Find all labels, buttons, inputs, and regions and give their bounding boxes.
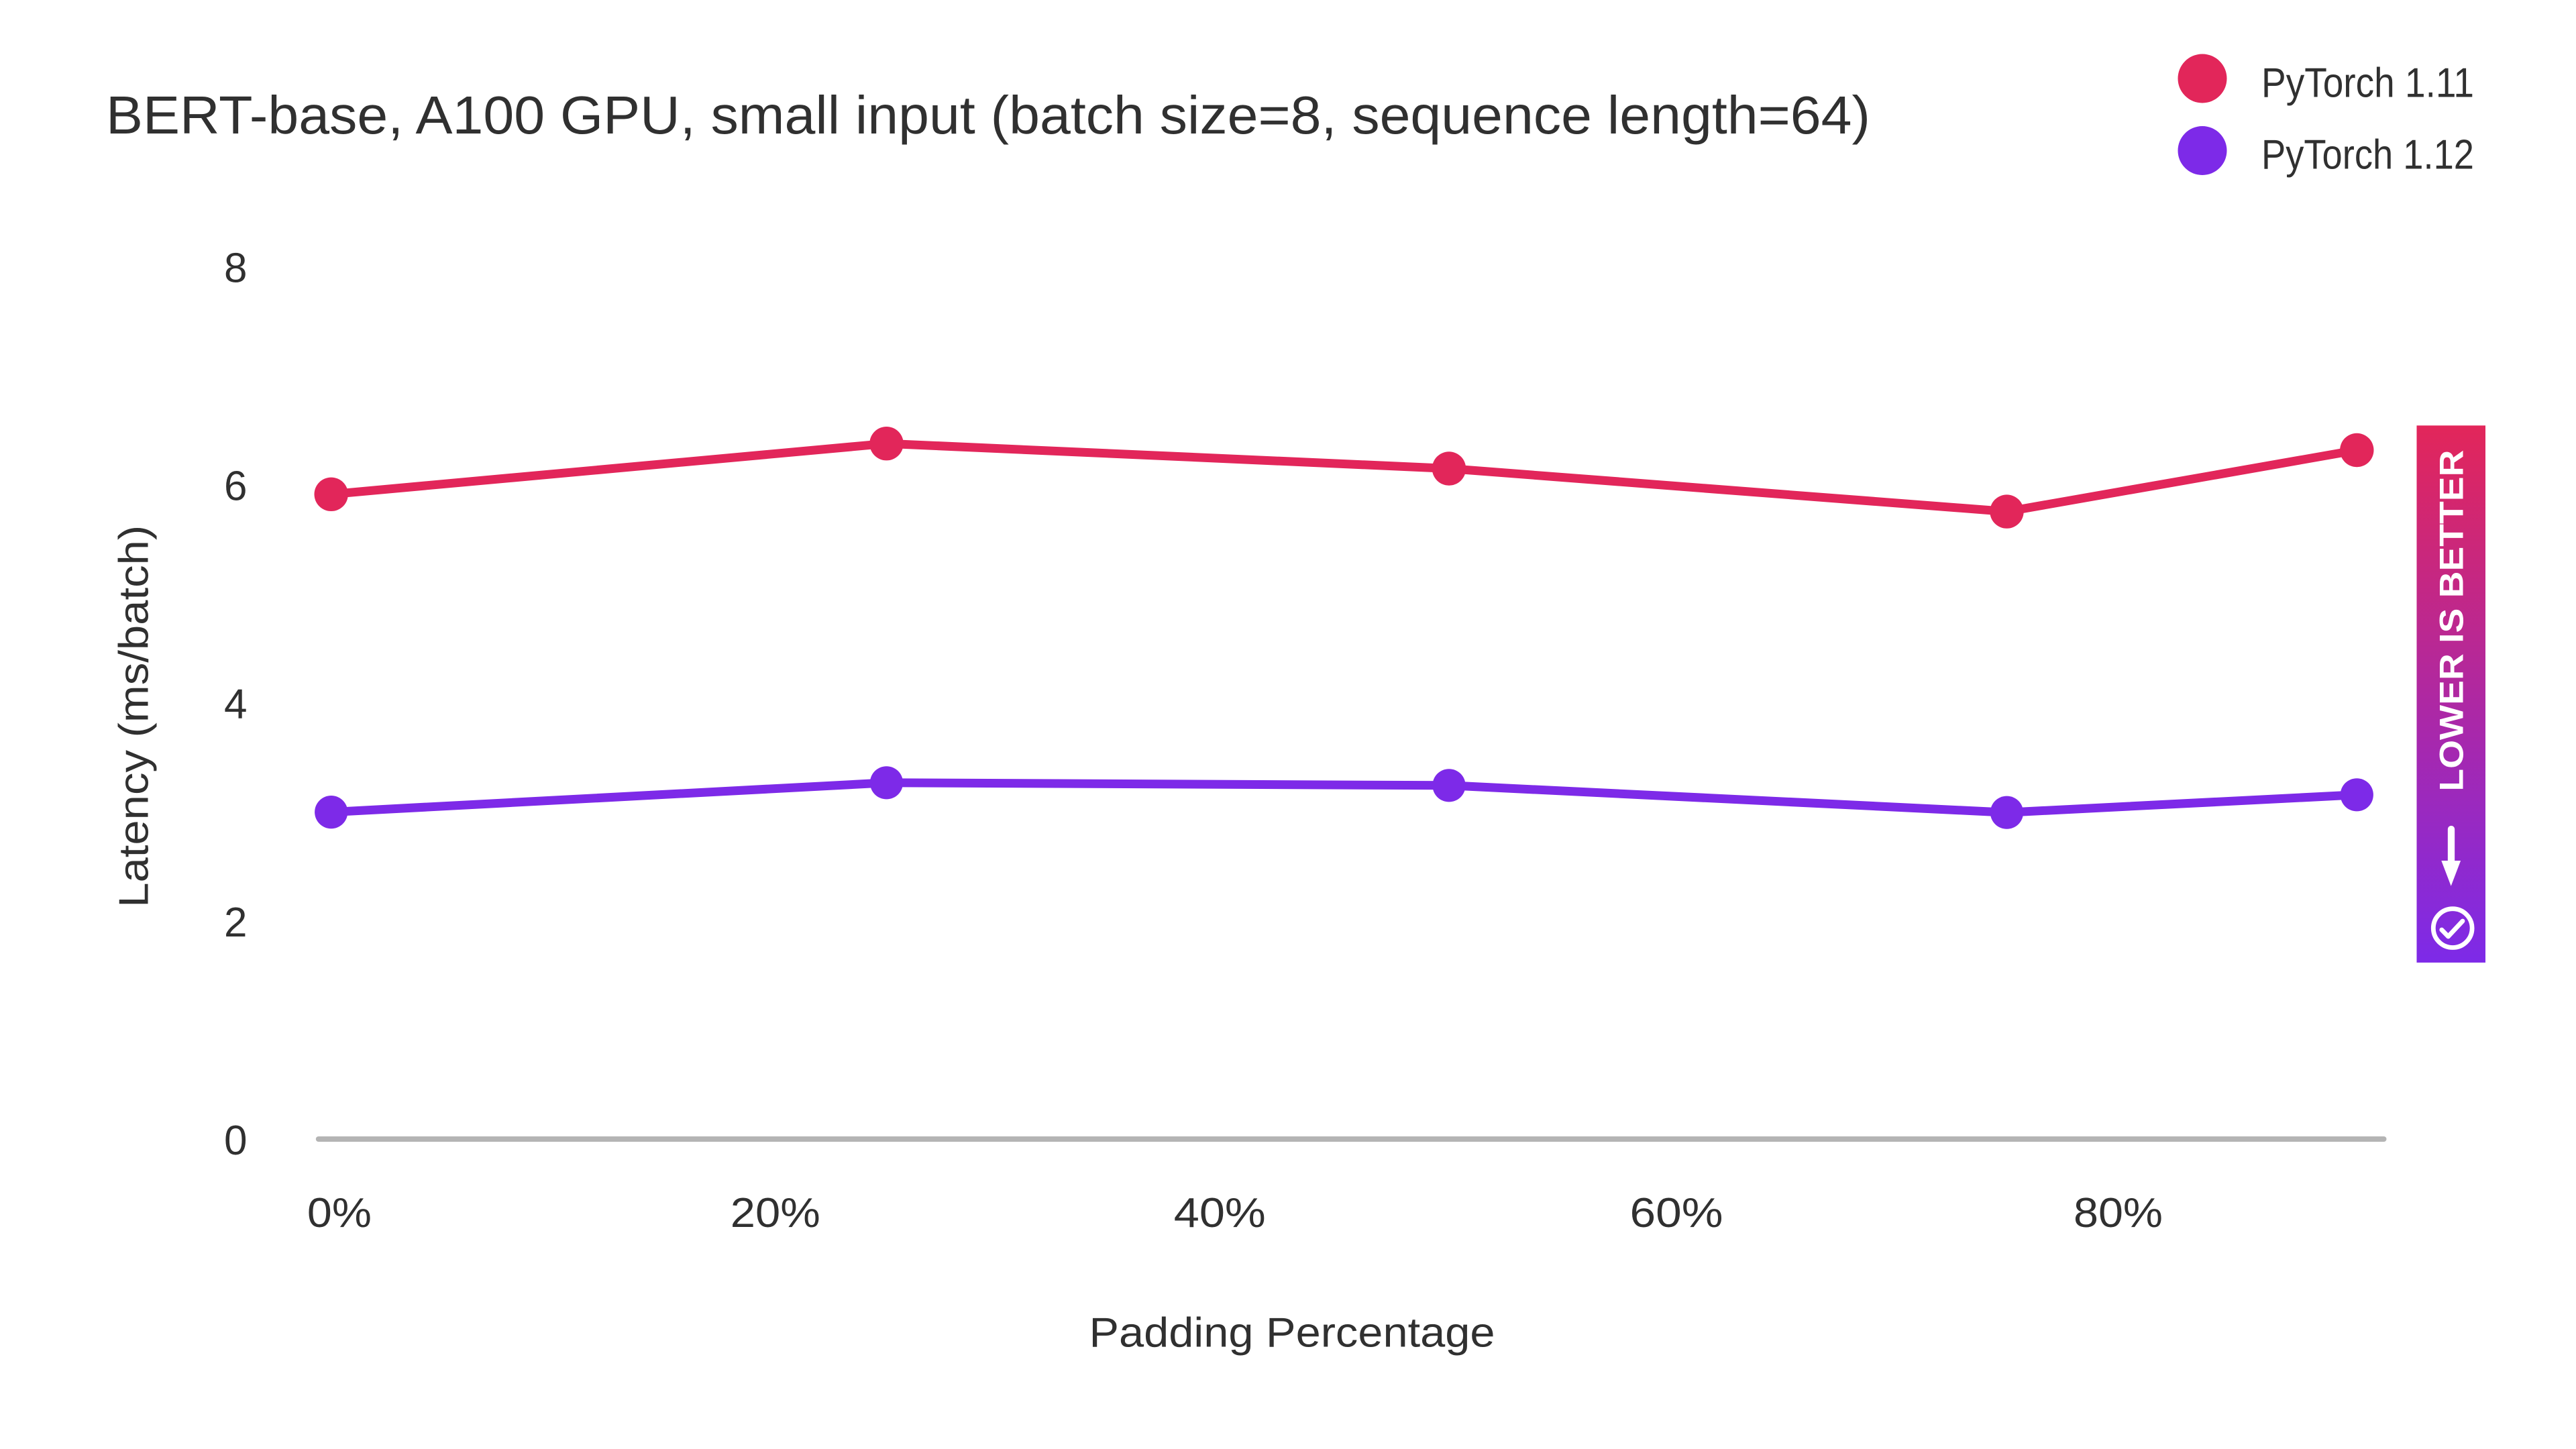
svg-text:Padding Percentage: Padding Percentage	[1089, 1310, 1495, 1356]
svg-text:LOWER IS BETTER: LOWER IS BETTER	[2432, 450, 2470, 792]
svg-text:20%: 20%	[731, 1190, 820, 1236]
svg-text:40%: 40%	[1174, 1190, 1266, 1236]
svg-text:BERT-base, A100 GPU, small inp: BERT-base, A100 GPU, small input (batch …	[106, 85, 1870, 145]
svg-text:0%: 0%	[307, 1190, 372, 1236]
svg-text:0: 0	[224, 1118, 247, 1164]
svg-text:60%: 60%	[1630, 1190, 1723, 1236]
svg-text:PyTorch 1.11: PyTorch 1.11	[2261, 60, 2474, 107]
svg-text:2: 2	[224, 900, 247, 946]
svg-text:8: 8	[224, 245, 247, 291]
svg-text:PyTorch 1.12: PyTorch 1.12	[2261, 132, 2474, 178]
svg-text:4: 4	[224, 682, 247, 728]
svg-text:6: 6	[224, 464, 247, 510]
svg-text:Latency (ms/batch): Latency (ms/batch)	[111, 525, 157, 908]
svg-text:80%: 80%	[2074, 1190, 2163, 1236]
